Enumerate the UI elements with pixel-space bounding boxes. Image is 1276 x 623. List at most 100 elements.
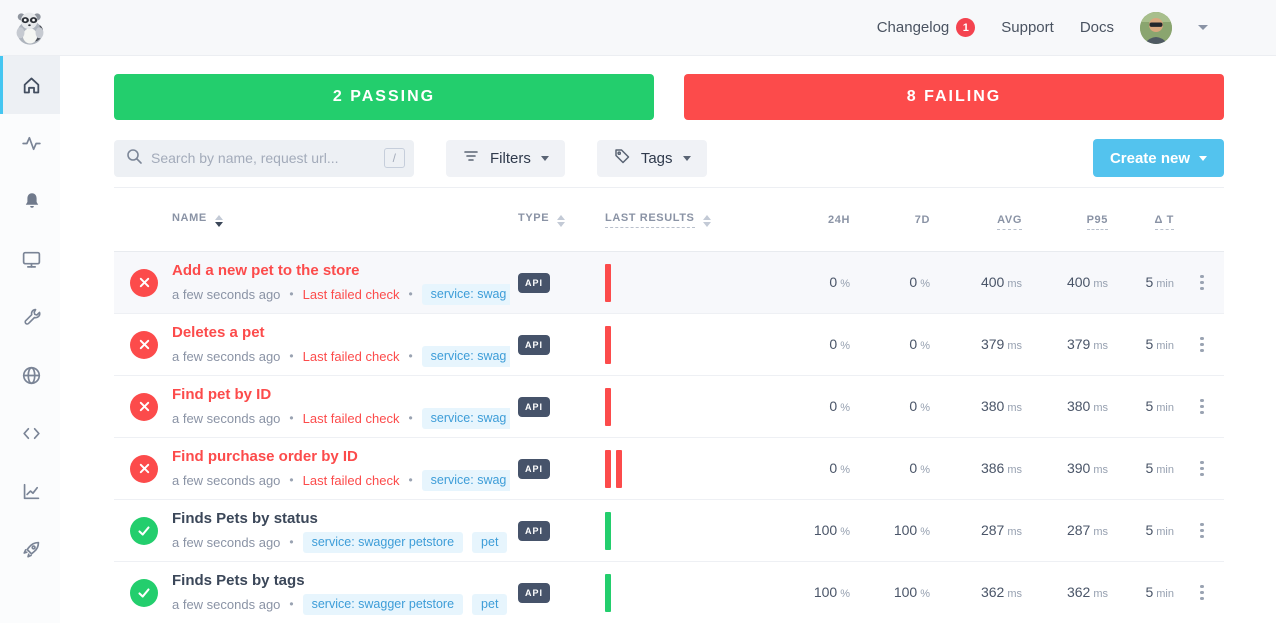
sidebar-item-bell[interactable] (0, 172, 60, 230)
sidebar-item-rocket[interactable] (0, 520, 60, 578)
check-tag[interactable]: service: swagger petstore (302, 593, 464, 615)
row-menu-kebab-icon[interactable] (1196, 581, 1208, 605)
sidebar-item-chart[interactable] (0, 462, 60, 520)
failed-result-bar[interactable] (605, 325, 611, 364)
passing-summary-button[interactable]: 2 PASSING (114, 74, 654, 120)
meta-separator: • (289, 473, 294, 487)
failed-result-bar[interactable] (605, 263, 611, 302)
check-updated: a few seconds ago (172, 472, 281, 488)
changelog-count-badge: 1 (956, 18, 976, 37)
search-box[interactable]: / (114, 139, 414, 177)
check-tag[interactable]: service: swag (421, 469, 510, 491)
last-results-bars (605, 511, 768, 550)
last-results-sort-icon[interactable] (702, 215, 711, 227)
raccoon-logo[interactable] (10, 8, 50, 48)
meta-separator: • (289, 287, 294, 301)
nav-changelog[interactable]: Changelog 1 (877, 18, 976, 37)
tag-icon (613, 147, 631, 169)
failed-result-bar[interactable] (605, 387, 611, 426)
table-row[interactable]: Finds Pets by tags a few seconds ago • ser… (114, 562, 1224, 623)
tags-caret-icon (682, 155, 691, 161)
failed-result-bar[interactable] (605, 449, 611, 488)
table-row[interactable]: Find pet by ID a few seconds ago • Last fa… (114, 376, 1224, 438)
search-input[interactable] (151, 150, 376, 166)
last-failed-link[interactable]: Last failed check (302, 410, 400, 426)
check-updated: a few seconds ago (172, 348, 281, 364)
checks-table: NAME TYPE LAST RESULTS 24H 7D AVG P95 Δ … (114, 187, 1224, 623)
row-menu-kebab-icon[interactable] (1196, 395, 1208, 419)
last-results-bars (605, 387, 768, 426)
metric-p95: 380 ms (1066, 397, 1108, 414)
main-content: 2 PASSING 8 FAILING / Filters (60, 56, 1276, 623)
row-menu-kebab-icon[interactable] (1196, 457, 1208, 481)
check-name[interactable]: Find purchase order by ID (172, 447, 358, 465)
check-tag[interactable]: service: swagger petstore (302, 531, 464, 553)
create-new-caret-icon (1199, 155, 1207, 161)
tags-button[interactable]: Tags (596, 139, 707, 177)
metric-24h: 0% (829, 273, 850, 290)
activity-icon (21, 133, 42, 154)
check-name[interactable]: Deletes a pet (172, 323, 265, 341)
passed-result-bar[interactable] (605, 573, 611, 612)
header-last-results[interactable]: LAST RESULTS (605, 212, 695, 228)
check-tag[interactable]: service: swag (421, 345, 510, 367)
table-row[interactable]: Deletes a pet a few seconds ago • Last fai… (114, 314, 1224, 376)
check-name[interactable]: Finds Pets by tags (172, 571, 305, 589)
failing-summary-button[interactable]: 8 FAILING (684, 74, 1224, 120)
header-name[interactable]: NAME (172, 212, 207, 224)
row-menu-kebab-icon[interactable] (1196, 519, 1208, 543)
user-avatar[interactable] (1140, 11, 1172, 44)
sidebar-item-globe[interactable] (0, 346, 60, 404)
account-menu-caret-icon[interactable] (1198, 25, 1208, 30)
metric-delta-t: 5 min (1145, 521, 1174, 538)
failing-status-icon (130, 392, 158, 421)
check-tag[interactable]: pet (472, 531, 508, 553)
last-results-bars (605, 263, 768, 302)
bell-icon (22, 191, 42, 211)
filters-caret-icon (540, 155, 549, 161)
sidebar-item-activity[interactable] (0, 114, 60, 172)
check-name[interactable]: Finds Pets by status (172, 509, 318, 527)
table-row[interactable]: Find purchase order by ID a few seconds … (114, 438, 1224, 500)
sidebar-item-code[interactable] (0, 404, 60, 462)
passed-result-bar[interactable] (605, 511, 611, 550)
check-tag[interactable]: service: swag (421, 407, 510, 429)
name-sort-icon[interactable] (214, 215, 223, 227)
check-name[interactable]: Find pet by ID (172, 385, 272, 403)
last-failed-link[interactable]: Last failed check (302, 348, 400, 364)
table-row[interactable]: Finds Pets by status a few seconds ago • s… (114, 500, 1224, 562)
last-failed-link[interactable]: Last failed check (302, 286, 400, 302)
sidebar-item-home[interactable] (0, 56, 60, 114)
sidebar-item-wrench[interactable] (0, 288, 60, 346)
toolbar: / Filters Tags (114, 139, 1224, 177)
nav-support[interactable]: Support (1001, 19, 1054, 36)
metric-p95: 287 ms (1066, 521, 1108, 538)
row-menu-kebab-icon[interactable] (1196, 271, 1208, 295)
filters-button[interactable]: Filters (446, 139, 565, 177)
row-menu-kebab-icon[interactable] (1196, 333, 1208, 357)
check-name[interactable]: Add a new pet to the store (172, 261, 360, 279)
failing-status-icon (130, 268, 158, 297)
nav-docs-label: Docs (1079, 19, 1114, 36)
check-tag[interactable]: pet (472, 593, 508, 615)
check-type-badge: API (518, 582, 551, 603)
header-type[interactable]: TYPE (518, 212, 550, 224)
sidebar-item-monitor[interactable] (0, 230, 60, 288)
metric-delta-t: 5 min (1145, 397, 1174, 414)
nav-support-label: Support (1001, 19, 1054, 36)
failed-result-bar[interactable] (616, 449, 622, 488)
type-sort-icon[interactable] (557, 215, 566, 227)
rocket-icon (21, 539, 42, 560)
metric-24h: 0% (829, 397, 850, 414)
header-7d: 7D (914, 213, 930, 226)
check-tag[interactable]: service: swag (421, 283, 510, 305)
last-results-bars (605, 573, 768, 612)
nav-changelog-label: Changelog (876, 19, 950, 36)
metric-delta-t: 5 min (1145, 583, 1174, 600)
create-new-button[interactable]: Create new (1092, 139, 1224, 177)
metric-7d: 100% (893, 521, 930, 538)
nav-docs[interactable]: Docs (1080, 19, 1114, 36)
table-row[interactable]: Add a new pet to the store a few seconds… (114, 252, 1224, 314)
last-failed-link[interactable]: Last failed check (302, 472, 400, 488)
check-meta: a few seconds ago • service: swagger petst… (172, 531, 510, 553)
